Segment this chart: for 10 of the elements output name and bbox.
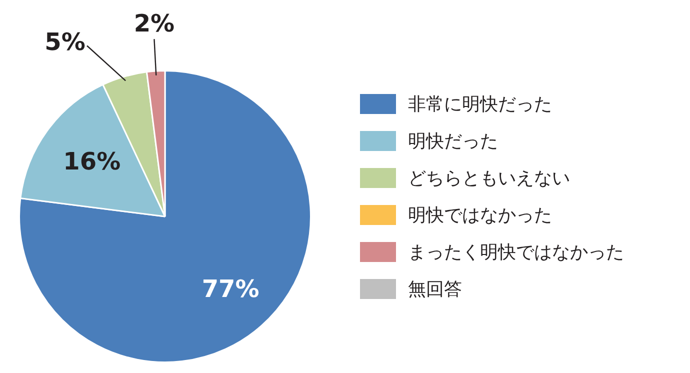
legend-label: 明快だった [408,130,498,153]
data-label: 77% [202,275,260,304]
legend-label: 明快ではなかった [408,204,552,227]
legend-label: 非常に明快だった [408,93,552,116]
legend-label: まったく明快ではなかった [408,241,624,264]
legend-label: 無回答 [408,278,462,301]
data-label: 16% [63,148,121,176]
data-label: 5% [44,28,86,56]
data-label: 2% [134,9,175,38]
legend-label: どちらともいえない [408,167,570,190]
